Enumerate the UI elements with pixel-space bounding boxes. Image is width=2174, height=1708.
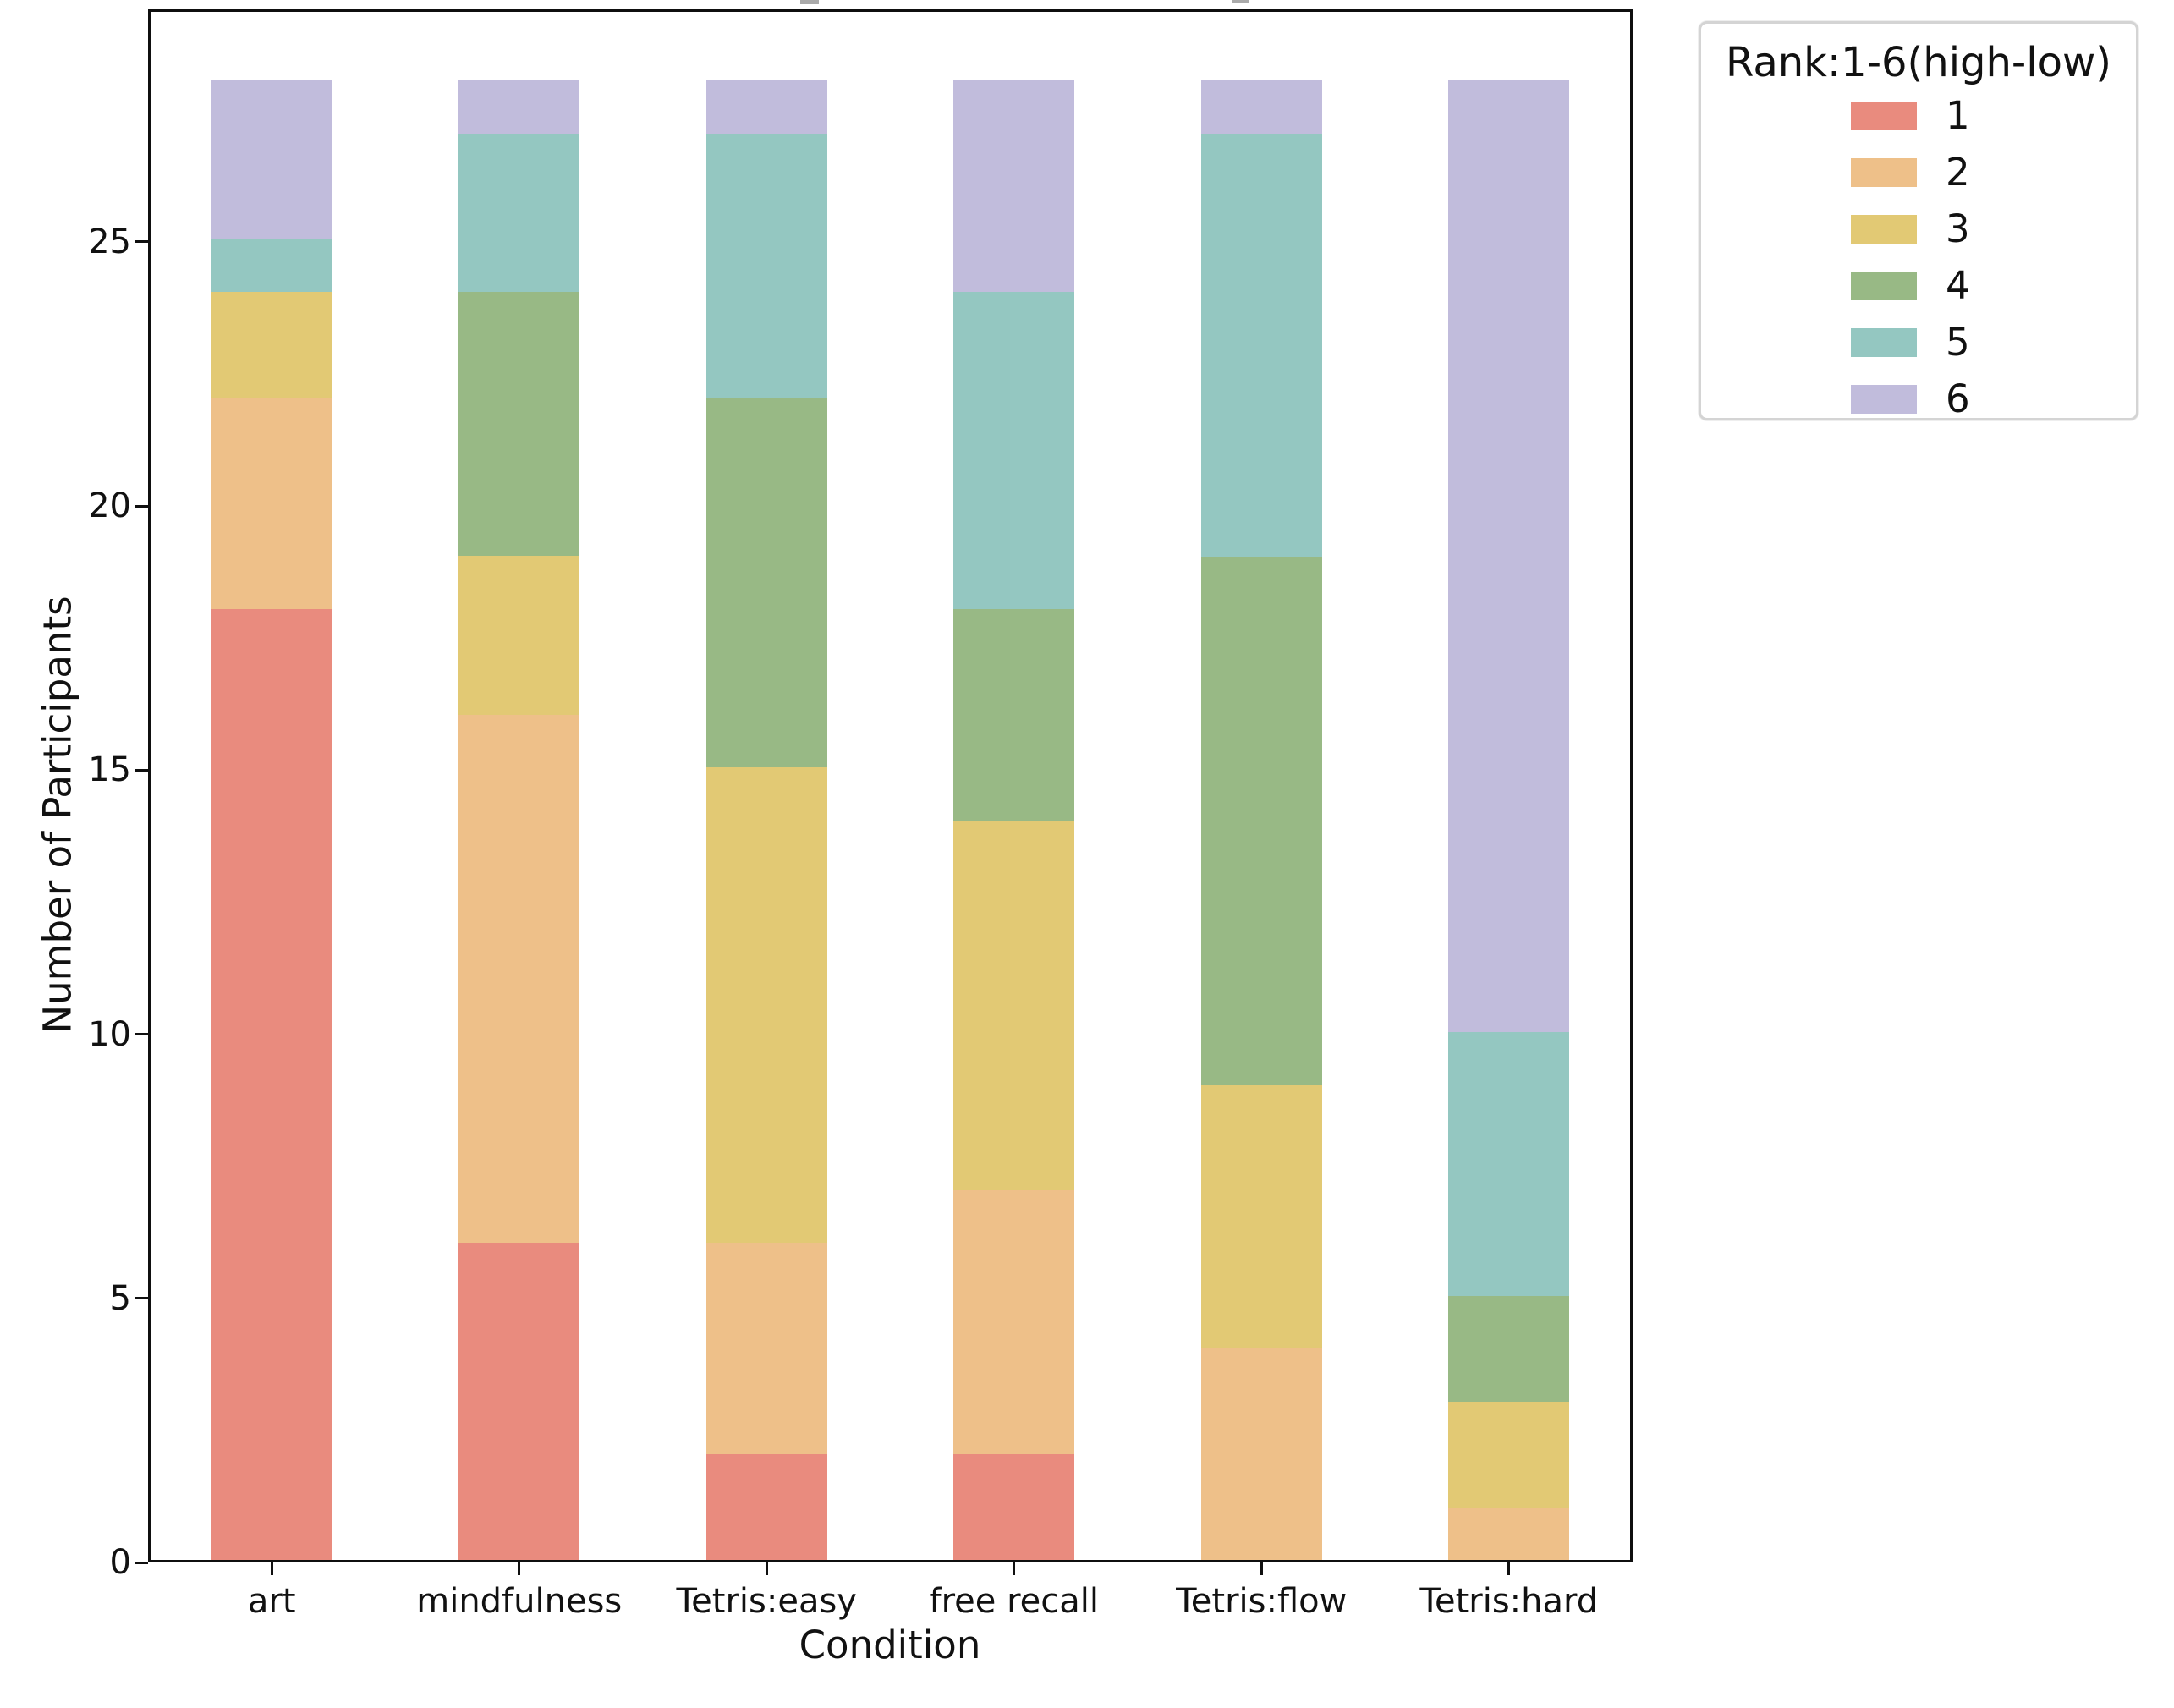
legend-label-rank-6: 6	[1946, 376, 1970, 421]
bar-free-recall	[953, 80, 1075, 1560]
bar-segment-rank-1	[705, 1454, 827, 1560]
bar-segment-rank-1	[211, 608, 332, 1560]
y-tick-label: 0	[109, 1543, 131, 1582]
y-tick-mark	[135, 768, 148, 772]
bar-segment-rank-4	[458, 292, 580, 557]
y-tick-label: 20	[88, 486, 131, 526]
bar-segment-rank-6	[953, 80, 1075, 293]
bar-segment-rank-6	[1200, 80, 1322, 134]
legend-label-rank-4: 4	[1946, 263, 1970, 308]
y-tick-mark	[135, 240, 148, 244]
bar-segment-rank-4	[1448, 1295, 1570, 1402]
bar-segment-rank-4	[953, 608, 1075, 821]
x-tick-label: Tetris:easy	[676, 1582, 857, 1621]
y-tick-label: 25	[88, 222, 131, 261]
bar-segment-rank-2	[705, 1243, 827, 1455]
legend: Rank:1-6(high-low) 1 2 3 4 5 6	[1699, 21, 2138, 420]
x-tick-mark	[270, 1562, 273, 1575]
bar-segment-rank-2	[953, 1189, 1075, 1455]
bar-art	[211, 80, 332, 1560]
cutoff-title-fragment	[1232, 0, 1249, 3]
bar-segment-rank-1	[953, 1454, 1075, 1560]
legend-item-rank-3: 3	[1701, 210, 2136, 248]
bar-segment-rank-2	[211, 398, 332, 609]
legend-label-rank-3: 3	[1946, 206, 1970, 251]
y-tick-label: 15	[88, 750, 131, 790]
x-tick-label: art	[247, 1582, 296, 1621]
bar-segment-rank-3	[458, 556, 580, 715]
bar-segment-rank-5	[458, 133, 580, 293]
bar-segment-rank-4	[705, 398, 827, 768]
legend-item-rank-2: 2	[1701, 153, 2136, 191]
legend-swatch-rank-2	[1851, 158, 1917, 187]
bar-segment-rank-6	[705, 80, 827, 134]
bar-mindfulness	[458, 80, 580, 1560]
bar-segment-rank-5	[1448, 1031, 1570, 1296]
bar-tetris-easy	[705, 80, 827, 1560]
y-tick-mark	[135, 1561, 148, 1564]
bar-tetris-flow	[1200, 80, 1322, 1560]
x-axis-title: Condition	[799, 1623, 981, 1667]
bar-segment-rank-2	[458, 714, 580, 1244]
x-tick-mark	[765, 1562, 768, 1575]
legend-item-rank-1: 1	[1701, 96, 2136, 135]
bar-segment-rank-3	[1448, 1401, 1570, 1508]
y-tick-label: 10	[88, 1014, 131, 1054]
bar-segment-rank-3	[211, 292, 332, 398]
x-tick-label: mindfulness	[416, 1582, 623, 1621]
y-tick-mark	[135, 1033, 148, 1035]
legend-item-rank-4: 4	[1701, 266, 2136, 305]
bar-tetris-hard	[1448, 80, 1570, 1560]
x-tick-mark	[1013, 1562, 1016, 1575]
bar-segment-rank-5	[705, 133, 827, 398]
plot-area	[148, 9, 1633, 1562]
bar-segment-rank-5	[953, 292, 1075, 609]
x-tick-mark	[1260, 1562, 1263, 1575]
cutoff-title-fragment	[800, 0, 819, 4]
legend-label-rank-2: 2	[1946, 150, 1970, 195]
legend-swatch-rank-1	[1851, 102, 1917, 130]
x-tick-label: Tetris:flow	[1176, 1582, 1348, 1621]
legend-label-rank-1: 1	[1946, 93, 1970, 138]
bar-segment-rank-3	[1200, 1084, 1322, 1349]
legend-item-rank-5: 5	[1701, 323, 2136, 361]
y-tick-mark	[135, 1297, 148, 1300]
bar-segment-rank-5	[1200, 133, 1322, 557]
y-tick-label: 5	[109, 1278, 131, 1318]
bar-segment-rank-6	[211, 80, 332, 239]
x-tick-label: free recall	[929, 1582, 1100, 1621]
bar-segment-rank-4	[1200, 556, 1322, 1085]
x-tick-mark	[518, 1562, 521, 1575]
bar-segment-rank-2	[1448, 1507, 1570, 1560]
bar-segment-rank-6	[458, 80, 580, 134]
bar-segment-rank-3	[953, 820, 1075, 1190]
legend-title: Rank:1-6(high-low)	[1726, 39, 2111, 86]
x-tick-mark	[1507, 1562, 1511, 1575]
bar-segment-rank-2	[1200, 1348, 1322, 1560]
legend-swatch-rank-5	[1851, 328, 1917, 357]
bar-segment-rank-1	[458, 1243, 580, 1560]
x-tick-label: Tetris:hard	[1419, 1582, 1599, 1621]
legend-label-rank-5: 5	[1946, 320, 1970, 365]
bar-segment-rank-3	[705, 767, 827, 1244]
bar-segment-rank-5	[211, 239, 332, 293]
legend-swatch-rank-6	[1851, 385, 1917, 414]
legend-swatch-rank-3	[1851, 215, 1917, 244]
legend-item-rank-6: 6	[1701, 380, 2136, 418]
legend-swatch-rank-4	[1851, 272, 1917, 300]
bar-segment-rank-6	[1448, 80, 1570, 1032]
y-tick-mark	[135, 504, 148, 508]
y-axis-title: Number of Participants	[35, 596, 80, 1034]
